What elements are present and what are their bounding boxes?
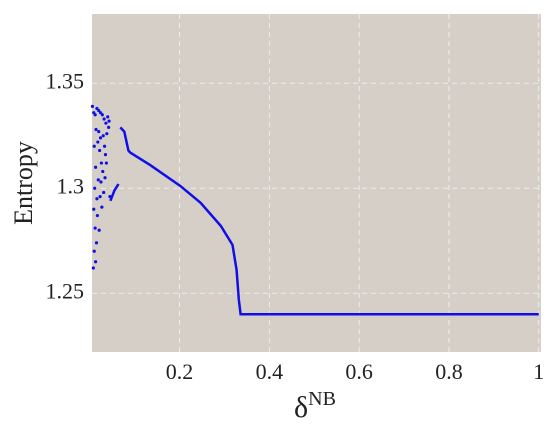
line — [109, 126, 539, 316]
point — [101, 169, 105, 174]
point — [104, 121, 108, 125]
point — [98, 148, 102, 153]
point — [106, 115, 110, 119]
point — [93, 260, 98, 264]
point — [93, 186, 97, 190]
point — [97, 228, 101, 232]
point — [92, 144, 96, 148]
x-tick-label: 0.2 — [166, 359, 194, 384]
y-tick-label: 1.3 — [57, 173, 85, 198]
point — [94, 241, 99, 245]
x-tick-label: 0.8 — [435, 359, 463, 384]
point — [92, 249, 96, 253]
point — [102, 117, 106, 121]
point — [96, 140, 100, 144]
point — [90, 104, 95, 108]
point — [96, 178, 100, 182]
point — [103, 176, 107, 180]
point — [92, 207, 96, 211]
point — [97, 129, 101, 134]
point — [91, 266, 95, 270]
point — [103, 153, 108, 157]
point — [104, 161, 108, 165]
point — [95, 213, 99, 218]
point — [100, 205, 104, 209]
x-axis-label: δNB — [294, 388, 336, 424]
point — [93, 226, 97, 230]
x-label-base: δ — [294, 391, 308, 424]
y-axis-label: Entropy — [9, 141, 38, 225]
point — [98, 136, 103, 140]
point — [100, 113, 104, 117]
x-tick-label: 0.6 — [345, 359, 373, 384]
point — [107, 125, 111, 129]
point — [101, 134, 105, 138]
point — [98, 195, 102, 199]
x-label-sup: NB — [308, 388, 336, 410]
point — [92, 111, 96, 115]
x-tick-label: 1 — [533, 359, 544, 384]
point — [97, 108, 101, 113]
point — [98, 111, 103, 115]
y-tick-label: 1.25 — [46, 278, 85, 303]
point — [94, 127, 98, 132]
point — [93, 165, 98, 169]
y-tick-label: 1.35 — [46, 68, 85, 93]
point — [95, 197, 99, 201]
x-tick-label: 0.4 — [256, 359, 284, 384]
point — [107, 119, 111, 123]
plot-area — [92, 14, 541, 352]
point — [95, 106, 99, 111]
point — [99, 180, 103, 184]
point — [99, 161, 104, 165]
point — [105, 132, 109, 136]
point — [102, 190, 106, 195]
point — [102, 144, 107, 148]
